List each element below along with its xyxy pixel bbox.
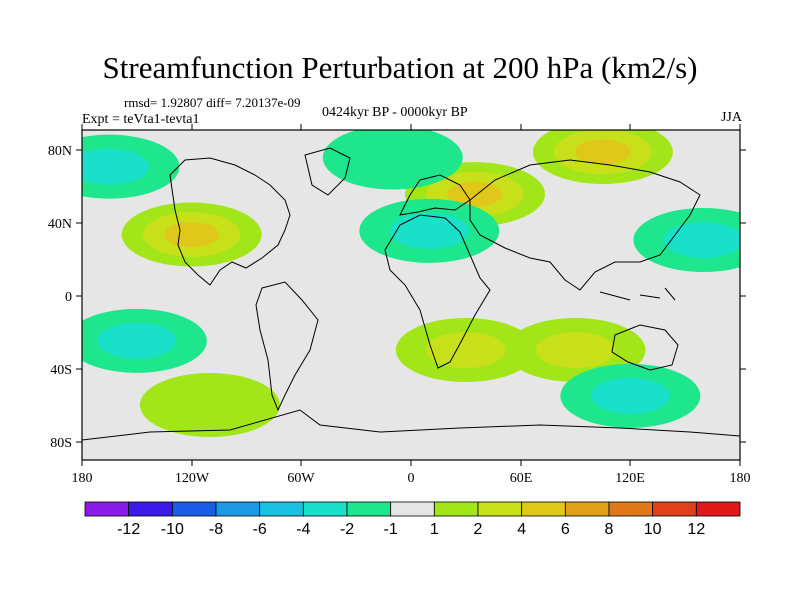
colorbar	[84, 501, 741, 517]
lon-tick-label: 120W	[175, 471, 210, 486]
coastline-layer	[82, 147, 740, 441]
colorbar-labels: -12 -10 -8 -6 -4 -2 -1 1 2 4 6 8 10 12	[117, 521, 705, 538]
colorbar-label: -2	[340, 521, 354, 538]
colorbar-swatch	[521, 501, 566, 517]
colorbar-label: -10	[161, 521, 184, 538]
colorbar-label: -8	[209, 521, 223, 538]
colorbar-swatch	[390, 501, 435, 517]
lat-tick-label: 40N	[48, 217, 72, 232]
contour-region	[590, 377, 670, 414]
coast-europe	[399, 174, 471, 216]
colorbar-label: 12	[687, 521, 705, 538]
colorbar-label: 4	[517, 521, 526, 538]
longitude-axis: 180 120W 60W 0 60E 120E 180	[72, 124, 751, 486]
colorbar-label: 2	[474, 521, 483, 538]
coast-africa	[384, 214, 491, 369]
contour-region	[447, 181, 503, 207]
contour-region	[322, 130, 463, 190]
colorbar-label: 8	[605, 521, 614, 538]
page-title: Streamfunction Perturbation at 200 hPa (…	[102, 50, 698, 85]
colorbar-swatch	[259, 501, 304, 517]
experiment-label: Expt = teVta1-tevta1	[82, 112, 200, 127]
coast-south-america	[255, 281, 319, 412]
contour-region	[663, 221, 740, 259]
lon-tick-label: 0	[408, 471, 415, 486]
contour-region	[139, 373, 280, 437]
colorbar-swatch	[564, 501, 610, 517]
colorbar-label: -12	[117, 521, 140, 538]
colorbar-swatch	[128, 501, 173, 517]
contour-region	[535, 331, 616, 369]
latitude-axis: 80N 40N 0 40S 80S	[48, 144, 746, 451]
contour-region	[82, 148, 149, 185]
contour-region	[164, 221, 220, 248]
colorbar-label: 1	[430, 521, 439, 538]
contour-layer	[82, 130, 740, 437]
colorbar-label: 10	[644, 521, 662, 538]
lon-tick-label: 60E	[510, 471, 533, 486]
colorbar-swatch	[695, 501, 741, 517]
lat-tick-label: 80N	[48, 144, 72, 159]
lon-tick-label: 60W	[287, 471, 315, 486]
colorbar-label: 6	[561, 521, 570, 538]
contour-region	[575, 139, 631, 165]
colorbar-swatch	[84, 501, 130, 517]
colorbar-swatch	[171, 501, 217, 517]
coast-north-america	[169, 157, 291, 286]
lat-tick-label: 0	[65, 290, 72, 305]
season-label: JJA	[720, 110, 742, 125]
period-label: 0424kyr BP - 0000kyr BP	[322, 105, 468, 120]
coast-asia	[469, 159, 701, 291]
colorbar-swatch	[302, 501, 348, 517]
lat-tick-label: 80S	[50, 436, 72, 451]
colorbar-swatch	[477, 501, 523, 517]
contour-region	[97, 322, 177, 359]
lon-tick-label: 180	[72, 471, 93, 486]
coast-greenland	[304, 147, 351, 196]
contour-region	[426, 331, 506, 369]
colorbar-label: -6	[253, 521, 267, 538]
stats-line: rmsd= 1.92807 diff= 7.20137e-09	[124, 95, 301, 110]
colorbar-swatch	[433, 501, 479, 517]
lon-tick-label: 180	[730, 471, 751, 486]
coast-antarctica	[82, 409, 740, 441]
coast-australia	[611, 324, 679, 371]
lat-tick-label: 40S	[50, 363, 72, 378]
colorbar-swatch	[215, 501, 261, 517]
colorbar-label: -1	[384, 521, 398, 538]
lon-tick-label: 120E	[615, 471, 645, 486]
colorbar-swatch	[608, 501, 654, 517]
colorbar-swatch	[346, 501, 392, 517]
colorbar-label: -4	[296, 521, 310, 538]
colorbar-swatch	[652, 501, 697, 517]
contour-region	[389, 212, 469, 249]
coast-indonesia	[599, 287, 676, 301]
